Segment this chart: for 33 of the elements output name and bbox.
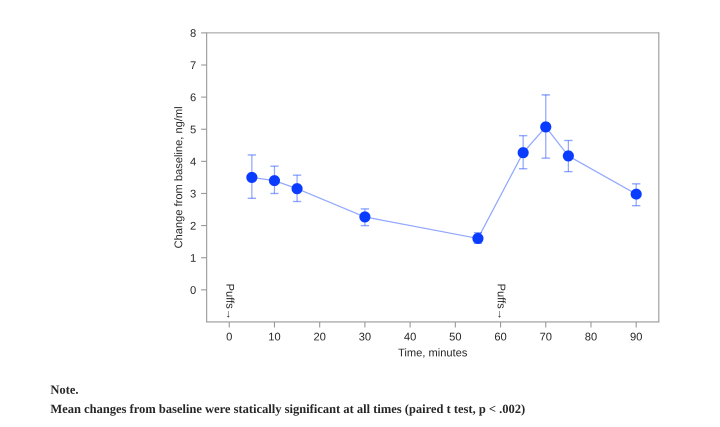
- x-tick-label: 0: [226, 332, 232, 341]
- x-tick-label: 50: [450, 332, 462, 341]
- x-tick-label: 90: [630, 332, 642, 341]
- x-tick-label: 40: [404, 332, 416, 341]
- text: Mean changes from baseline were statically significant at all times (paired t test, p < .002): [50, 404, 525, 416]
- y-tick-label: 7: [190, 61, 196, 70]
- y-tick-label: 6: [190, 93, 196, 102]
- text: Note.: [50, 386, 78, 394]
- x-tick-label: 10: [269, 332, 280, 341]
- annotation: Puffs→: [226, 284, 234, 318]
- y-tick-label: 0: [190, 286, 196, 294]
- point: [630, 188, 642, 200]
- point: [246, 172, 258, 183]
- x-tick-label: 70: [540, 332, 552, 341]
- x-tick-label: 60: [494, 332, 506, 341]
- point: [518, 147, 529, 158]
- y-axis-title: Change from baseline, ng/ml: [174, 107, 184, 248]
- y-tick-label: 3: [190, 190, 196, 198]
- y-tick-label: 1: [190, 254, 196, 262]
- y-tick-label: 4: [190, 158, 196, 166]
- point: [292, 183, 303, 194]
- x-axis-title: Time, minutes: [398, 348, 467, 358]
- y-tick-label: 5: [190, 126, 196, 134]
- point: [562, 150, 574, 162]
- point: [359, 211, 370, 222]
- y-tick-label: 8: [190, 29, 196, 38]
- annotation: Puffs→: [498, 284, 506, 318]
- x-tick-label: 80: [585, 332, 597, 341]
- point: [268, 175, 280, 186]
- y-tick-label: 2: [190, 222, 196, 230]
- x-tick-label: 30: [359, 332, 371, 341]
- point: [540, 121, 552, 133]
- x-tick-label: 20: [314, 332, 326, 341]
